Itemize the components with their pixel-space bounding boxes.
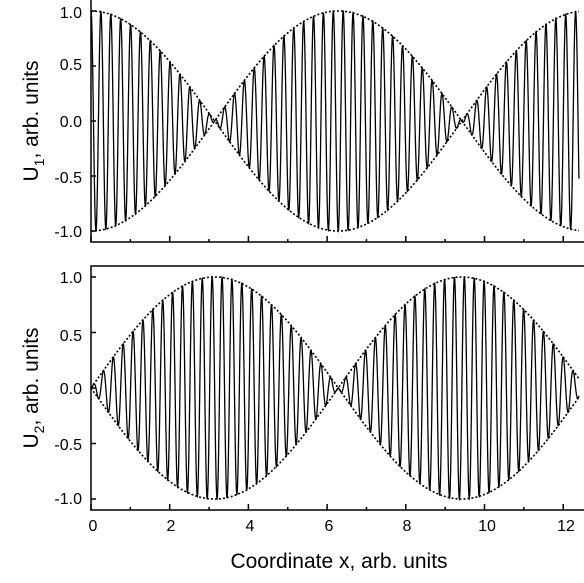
top-signal-line <box>91 9 580 233</box>
top-y-tick-label: 0.0 <box>60 114 82 131</box>
bottom-x-tick-label: 6 <box>325 518 334 535</box>
bottom-x-tick-label: 4 <box>246 518 255 535</box>
bottom-y-axis-ticks <box>91 276 96 500</box>
top-y-tick-label: -1.0 <box>54 224 82 241</box>
top-y-tick-labels: 1.0 0.5 0.0 -0.5 -1.0 <box>54 5 82 241</box>
bottom-envelope-upper <box>91 276 580 389</box>
bottom-envelope-lower <box>91 387 580 500</box>
top-envelope-lower <box>91 119 580 232</box>
top-y-tick-label: 1.0 <box>60 5 82 22</box>
bottom-y-tick-label: -0.5 <box>54 437 82 454</box>
top-envelope-upper <box>91 10 580 123</box>
bottom-x-tick-label: 8 <box>403 518 412 535</box>
bottom-x-tick-label: 0 <box>89 518 98 535</box>
bottom-y-tick-label: 1.0 <box>60 270 82 287</box>
top-y-tick-label: -0.5 <box>54 170 82 187</box>
bottom-y-axis-label: U2, arb. units <box>20 327 47 448</box>
top-x-axis-ticks <box>90 236 564 242</box>
bottom-y-tick-label: 0.5 <box>60 328 82 345</box>
bottom-signal-line <box>91 275 580 502</box>
bottom-x-tick-label: 12 <box>557 518 575 535</box>
bottom-y-tick-label: -1.0 <box>54 491 82 508</box>
bottom-x-tick-labels: 0 2 4 6 8 10 12 <box>89 518 575 535</box>
bottom-x-tick-label: 2 <box>167 518 176 535</box>
bottom-y-tick-label: 0.0 <box>60 381 82 398</box>
top-panel: 1.0 0.5 0.0 -0.5 -1.0 U1, arb. units <box>20 0 584 243</box>
top-y-tick-label: 0.5 <box>60 57 82 74</box>
bottom-panel: 1.0 0.5 0.0 -0.5 -1.0 0 2 4 6 8 10 12 U2… <box>20 265 584 573</box>
bottom-y-tick-labels: 1.0 0.5 0.0 -0.5 -1.0 <box>54 270 82 508</box>
bottom-x-axis-ticks <box>90 504 564 510</box>
top-y-axis-ticks <box>91 10 96 232</box>
top-y-axis-label: U1, arb. units <box>20 60 47 181</box>
bottom-x-tick-label: 10 <box>478 518 496 535</box>
bottom-x-axis-label: Coordinate x, arb. units <box>230 550 447 573</box>
